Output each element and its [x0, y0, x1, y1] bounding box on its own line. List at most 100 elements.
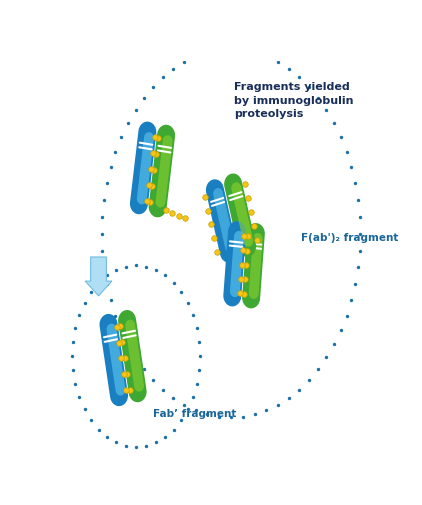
FancyArrow shape — [85, 257, 112, 296]
Point — [240, 46, 246, 55]
Point — [76, 311, 83, 319]
Point — [126, 385, 133, 393]
Point — [123, 263, 130, 271]
Point — [338, 133, 344, 141]
Point — [348, 163, 355, 171]
Point — [162, 433, 168, 441]
Point — [181, 58, 188, 66]
Point — [239, 261, 246, 269]
Point — [133, 443, 140, 451]
Point — [248, 208, 254, 216]
Point — [103, 179, 110, 187]
Point — [178, 288, 184, 296]
Point — [149, 149, 156, 157]
Point — [348, 296, 355, 304]
Point — [112, 312, 119, 320]
Point — [81, 299, 88, 307]
Point — [162, 271, 168, 279]
Point — [243, 246, 250, 255]
Text: F(ab')₂ fragment: F(ab')₂ fragment — [301, 232, 399, 242]
Point — [197, 352, 203, 360]
Point — [113, 266, 120, 274]
Polygon shape — [137, 132, 154, 205]
Point — [160, 73, 166, 81]
Point — [315, 94, 322, 102]
Point — [88, 288, 95, 296]
Point — [357, 230, 364, 238]
Polygon shape — [224, 174, 256, 257]
Point — [100, 196, 107, 204]
Point — [69, 352, 76, 360]
Polygon shape — [100, 314, 128, 406]
Point — [216, 46, 222, 55]
Polygon shape — [231, 182, 253, 247]
Polygon shape — [107, 324, 125, 395]
Point — [132, 106, 139, 114]
Point — [112, 147, 119, 156]
Point — [150, 83, 157, 91]
Point — [104, 271, 111, 279]
Point — [169, 210, 176, 218]
Point — [274, 401, 281, 409]
Point — [181, 401, 188, 409]
Point — [143, 197, 150, 205]
Point — [343, 147, 350, 156]
Point — [323, 354, 330, 362]
Point — [133, 262, 140, 270]
Point — [99, 213, 106, 221]
Point — [117, 322, 124, 330]
Point — [149, 182, 156, 190]
Point — [214, 248, 221, 257]
Point — [132, 354, 139, 362]
Point — [331, 119, 338, 127]
Text: Fab’ fragment: Fab’ fragment — [152, 409, 236, 419]
Point — [98, 230, 105, 238]
Point — [306, 83, 312, 91]
Polygon shape — [242, 223, 265, 309]
Point — [306, 376, 312, 384]
Point — [152, 266, 159, 274]
Point — [118, 326, 124, 334]
Point — [72, 380, 79, 388]
Point — [354, 264, 361, 272]
Point — [162, 206, 169, 214]
Point — [263, 407, 270, 415]
Point — [240, 246, 247, 254]
Point — [104, 433, 111, 441]
Point — [192, 407, 199, 415]
Point — [119, 338, 126, 346]
Point — [123, 386, 130, 394]
Point — [285, 65, 292, 73]
Point — [124, 370, 130, 378]
Point — [147, 198, 154, 206]
Point — [175, 212, 182, 220]
Point — [227, 46, 234, 54]
Point — [76, 393, 83, 401]
Point — [189, 311, 196, 319]
Point — [118, 133, 124, 141]
Point — [285, 394, 292, 402]
Point — [241, 275, 248, 283]
Point — [70, 338, 76, 346]
Point — [95, 426, 102, 434]
Point — [243, 261, 249, 269]
Point — [244, 194, 251, 202]
Point — [296, 73, 303, 81]
Point — [211, 234, 217, 242]
Point — [315, 366, 322, 374]
Point — [352, 280, 359, 288]
Point — [192, 53, 199, 61]
Polygon shape — [249, 233, 262, 299]
Point — [296, 386, 303, 394]
Point — [100, 264, 107, 272]
Polygon shape — [149, 125, 175, 217]
Point — [208, 220, 214, 228]
Point — [354, 196, 361, 204]
Polygon shape — [230, 231, 244, 297]
Point — [241, 180, 248, 188]
Point — [263, 53, 270, 61]
Point — [201, 192, 208, 200]
Polygon shape — [130, 122, 156, 214]
Polygon shape — [206, 179, 238, 263]
Point — [352, 179, 359, 187]
